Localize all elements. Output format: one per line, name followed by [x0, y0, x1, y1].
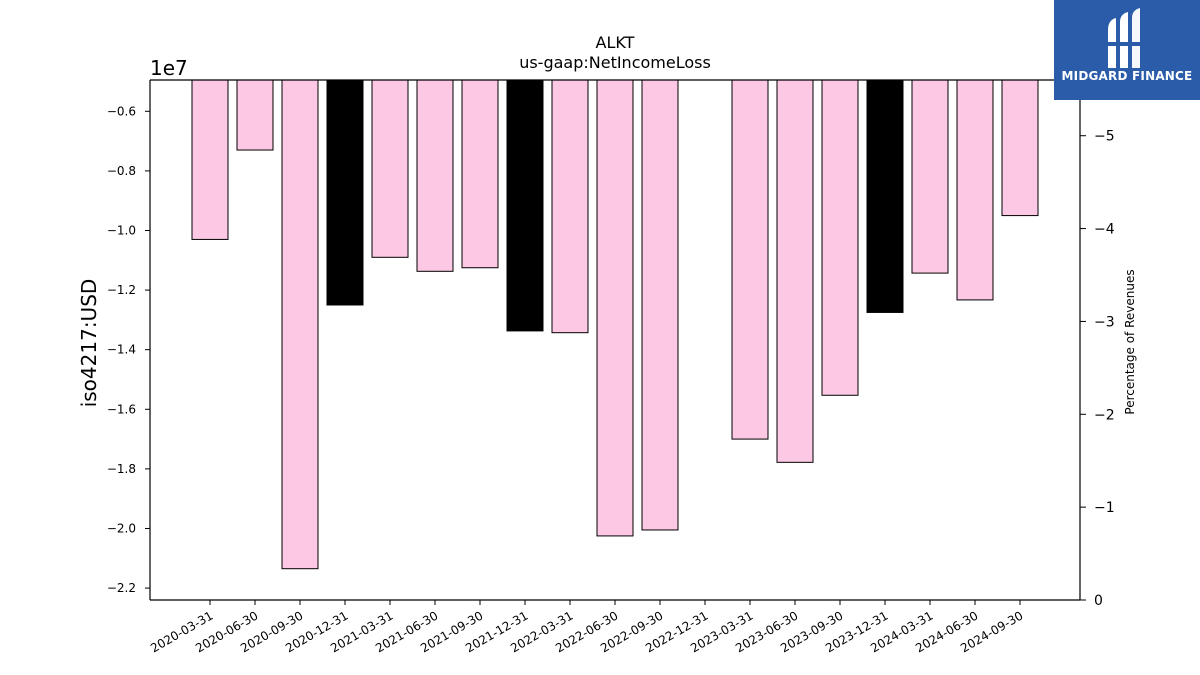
y2-tick-label: −3 [1094, 314, 1115, 330]
chart-subtitle: us-gaap:NetIncomeLoss [519, 53, 711, 72]
y-tick-label: −1.6 [107, 402, 136, 416]
bar-2024-03-31 [911, 79, 949, 274]
y-offset-label: 1e7 [150, 56, 188, 80]
y-tick-label: −1.0 [107, 223, 136, 237]
bar-2021-03-31 [371, 79, 409, 258]
y-tick-label: −0.6 [107, 104, 136, 118]
bars-group [191, 79, 1039, 570]
logo-text: MIDGARD FINANCE [1061, 69, 1193, 83]
y-tick-label: −1.4 [107, 343, 136, 357]
y2-tick-label: −2 [1094, 407, 1115, 423]
bar-2020-06-30 [236, 79, 274, 151]
bar-2024-09-30 [1001, 79, 1039, 217]
bar-2021-12-31 [506, 79, 544, 332]
bar-2022-03-31 [551, 79, 589, 334]
y2-tick-label: −4 [1094, 222, 1115, 238]
y2-axis-label: Percentage of Revenues [1123, 269, 1137, 414]
bar-2020-03-31 [191, 79, 229, 240]
bar-2022-06-30 [596, 79, 634, 537]
y-axis-label: iso4217:USD [77, 279, 101, 408]
y-tick-label: −0.8 [107, 164, 136, 178]
y-tick-label: −1.2 [107, 283, 136, 297]
bar-2023-12-31 [866, 79, 904, 313]
bar-2023-03-31 [731, 79, 769, 440]
y2-tick-label: −5 [1094, 129, 1115, 145]
y-tick-label: −1.8 [107, 462, 136, 476]
brand-logo: MIDGARD FINANCE [1054, 0, 1200, 100]
bar-2021-09-30 [461, 79, 499, 269]
bar-2024-06-30 [956, 79, 994, 301]
chart-title: ALKT [596, 33, 635, 52]
y-tick-label: −2.0 [107, 521, 136, 535]
bar-2023-06-30 [776, 79, 814, 463]
bar-2021-06-30 [416, 79, 454, 272]
bar-2020-12-31 [326, 79, 364, 306]
bar-2023-09-30 [821, 79, 859, 396]
midgard-logo-icon [1106, 8, 1144, 68]
y-tick-label: −2.2 [107, 581, 136, 595]
y2-tick-label: −1 [1094, 500, 1115, 516]
bar-2020-09-30 [281, 79, 319, 570]
y2-tick-label: 0 [1094, 593, 1103, 609]
bar-2022-09-30 [641, 79, 679, 531]
